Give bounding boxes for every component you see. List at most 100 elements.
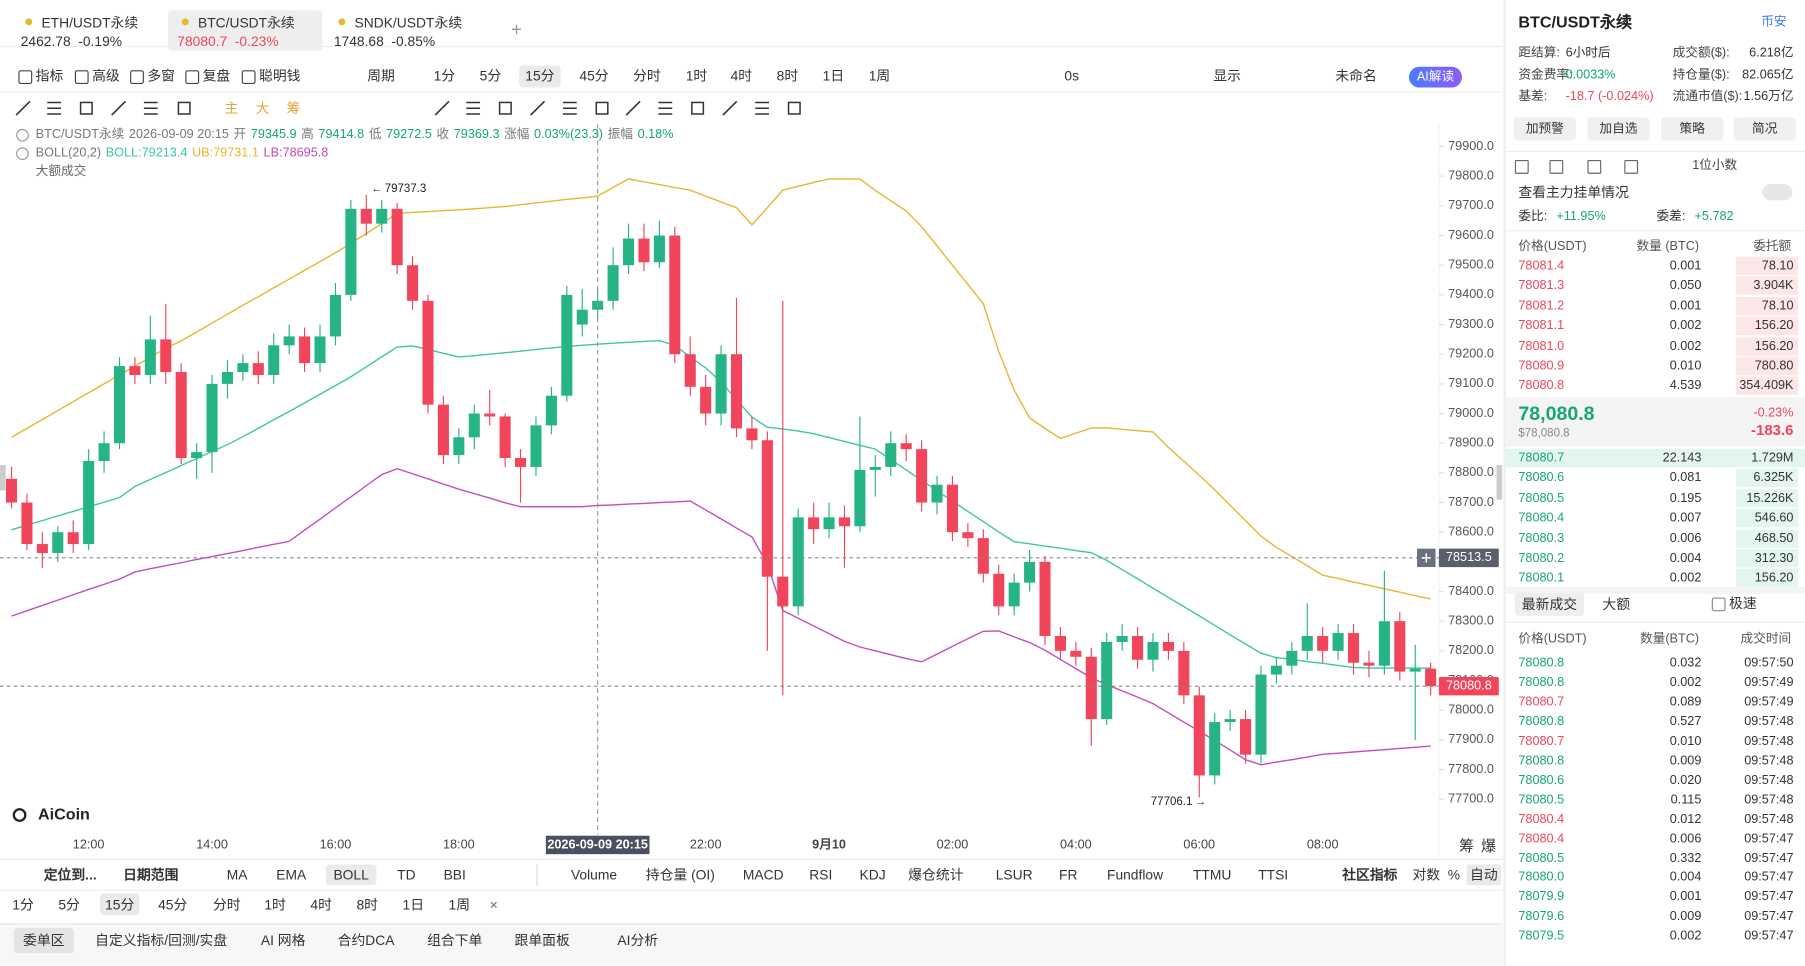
indicator[interactable]: MA <box>226 866 248 883</box>
footer-bg <box>0 923 1503 966</box>
stat-label: 资金费率: <box>1518 67 1573 82</box>
panel-button[interactable]: 加自选 <box>1599 122 1638 136</box>
indicator[interactable]: TTSI <box>1258 866 1289 883</box>
bar-item[interactable]: 日期范围 <box>123 866 179 883</box>
toolbar-item[interactable]: 高级 <box>92 67 120 85</box>
interval[interactable]: 8时 <box>776 67 799 85</box>
interval[interactable]: 1时 <box>264 896 286 913</box>
footer-tab[interactable]: AI 网格 <box>260 932 306 949</box>
candle-body <box>453 437 465 456</box>
footer-tab[interactable]: 组合下单 <box>427 932 483 949</box>
toolbar-item[interactable]: 指标 <box>35 67 64 85</box>
main-orders[interactable]: 查看主力挂单情况 <box>1518 184 1629 201</box>
toolbar-item[interactable]: 聪明钱 <box>259 67 301 85</box>
y-tick-label: 79000.0 <box>1448 406 1494 420</box>
indicator[interactable]: 持仓量 (OI) <box>645 866 715 883</box>
interval[interactable]: 4时 <box>310 896 332 913</box>
interval[interactable]: 1日 <box>822 67 845 85</box>
tab-name[interactable]: SNDK/USDT永续 <box>354 14 463 32</box>
toolbar-icon <box>241 70 256 85</box>
indicator[interactable]: Fundflow <box>1107 866 1164 883</box>
indicator[interactable]: MACD <box>742 866 784 883</box>
bar-item[interactable]: 对数 <box>1412 866 1441 883</box>
fast-mode[interactable]: 极速 <box>1729 595 1757 612</box>
panel-button[interactable]: 简况 <box>1752 122 1778 136</box>
tab-name[interactable]: BTC/USDT永续 <box>197 14 295 32</box>
tool-icon <box>143 101 158 115</box>
interval[interactable]: 8时 <box>356 896 378 913</box>
checkbox <box>1711 597 1726 612</box>
exchange[interactable]: 币安 <box>1761 14 1787 29</box>
interval[interactable]: 45分 <box>158 896 188 913</box>
indicator[interactable]: Volume <box>570 866 618 883</box>
candle-body <box>376 208 388 224</box>
indicator[interactable]: TTMU <box>1192 866 1232 883</box>
footer-tab[interactable]: 自定义指标/回测/实盘 <box>95 932 228 949</box>
interval[interactable]: 1时 <box>685 67 708 85</box>
low-label: 77706.1 <box>1151 796 1193 808</box>
footer-tab[interactable]: 委单区 <box>23 932 65 949</box>
candle-body <box>1178 650 1190 696</box>
interval[interactable]: 4时 <box>730 67 753 85</box>
footer-tab[interactable]: AI分析 <box>617 932 659 949</box>
y-tick-label: 78800.0 <box>1448 465 1494 479</box>
trade-tab[interactable]: 最新成交 <box>1521 596 1578 613</box>
indicator[interactable]: RSI <box>809 866 833 883</box>
indicator[interactable]: 爆仓统计 <box>908 866 964 883</box>
indicator[interactable]: KDJ <box>859 866 886 883</box>
interval[interactable]: 1周 <box>868 67 891 85</box>
interval[interactable]: 15分 <box>525 67 555 85</box>
footer-tab[interactable]: 跟单面板 <box>514 932 570 949</box>
indicator[interactable]: LSUR <box>995 866 1033 883</box>
bar-item[interactable]: 定位到... <box>43 866 97 883</box>
depth-bar <box>1735 489 1799 508</box>
toolbar-item[interactable]: 复盘 <box>202 67 231 85</box>
indicator[interactable]: BOLL <box>333 866 369 883</box>
ai-button[interactable]: AI解读 <box>1416 70 1455 85</box>
depth-bar <box>1735 509 1799 528</box>
logo: AiCoin <box>38 805 90 823</box>
tab-name[interactable]: ETH/USDT永续 <box>41 14 139 32</box>
candle-body <box>1193 695 1205 776</box>
decimals[interactable]: 1位小数 <box>1692 158 1738 173</box>
interval[interactable]: 1周 <box>448 896 471 913</box>
interval[interactable]: 1日 <box>402 896 425 913</box>
indicator[interactable]: FR <box>1059 866 1078 883</box>
panel-button[interactable]: 策略 <box>1679 122 1705 136</box>
bar-item[interactable]: 社区指标 <box>1342 866 1398 883</box>
col-header: 委托额 <box>1753 239 1792 254</box>
toolbar-item[interactable]: 显示 <box>1213 67 1241 85</box>
toolbar-item[interactable]: 周期 <box>367 67 395 85</box>
close-icon[interactable]: × <box>489 896 498 913</box>
interval[interactable]: 分时 <box>633 67 661 85</box>
bar-item[interactable]: 自动 <box>1470 866 1498 883</box>
interval[interactable]: 45分 <box>579 67 609 85</box>
bar-item[interactable]: % <box>1447 866 1461 883</box>
toolbar-item[interactable]: 未命名 <box>1335 67 1377 85</box>
book-price: 78081.3 <box>1518 279 1565 293</box>
info-text: 0.18% <box>637 127 674 142</box>
toolbar-item[interactable]: 多窗 <box>147 67 175 85</box>
footer-tab[interactable]: 合约DCA <box>337 932 395 949</box>
indicator[interactable]: TD <box>397 866 416 883</box>
interval[interactable]: 1分 <box>433 67 456 85</box>
interval[interactable]: 5分 <box>479 67 502 85</box>
panel-button[interactable]: 加预警 <box>1525 122 1564 136</box>
toolbar-item[interactable]: 0s <box>1064 67 1080 85</box>
trade-tab[interactable]: 大额 <box>1602 596 1631 613</box>
info-text: LB:78695.8 <box>263 146 329 161</box>
interval[interactable]: 分时 <box>212 896 241 913</box>
interval[interactable]: 15分 <box>105 896 135 913</box>
candle-body <box>237 363 249 373</box>
candle-body <box>314 336 326 364</box>
candle-body <box>838 517 851 527</box>
book-price: 78081.2 <box>1518 299 1565 313</box>
add-tab[interactable]: + <box>511 20 522 41</box>
candle-body <box>638 238 650 263</box>
indicator[interactable]: BBI <box>443 866 466 883</box>
interval[interactable]: 5分 <box>58 896 80 913</box>
interval[interactable]: 1分 <box>12 896 34 913</box>
indicator[interactable]: EMA <box>276 866 307 883</box>
tab-bar-line <box>0 46 1503 48</box>
y-tick-label: 79100.0 <box>1448 376 1494 390</box>
